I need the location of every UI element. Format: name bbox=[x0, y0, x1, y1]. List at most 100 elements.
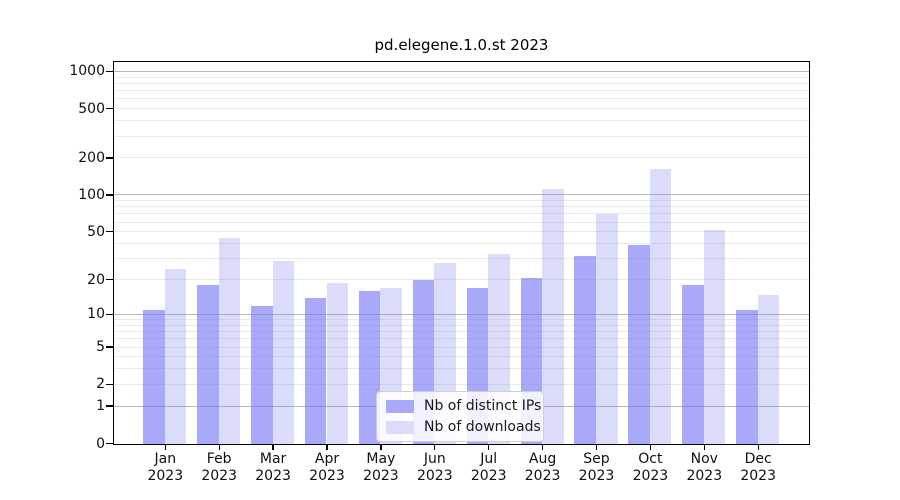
y-tick-label: 1 bbox=[96, 398, 105, 415]
x-tick-mark bbox=[757, 445, 759, 450]
bar-distinct-ips bbox=[574, 255, 596, 444]
x-tick-mark bbox=[326, 445, 328, 450]
minor-gridline bbox=[114, 221, 809, 223]
minor-gridline bbox=[114, 90, 809, 92]
minor-gridline bbox=[114, 108, 809, 110]
minor-gridline bbox=[114, 338, 809, 340]
minor-gridline bbox=[114, 76, 809, 78]
x-tick-label: Feb 2023 bbox=[184, 451, 254, 485]
minor-gridline bbox=[114, 243, 809, 244]
x-tick-year: 2023 bbox=[147, 468, 184, 484]
x-tick-month: Jul bbox=[480, 451, 498, 467]
x-tick-year: 2023 bbox=[201, 468, 237, 484]
minor-gridline bbox=[114, 356, 809, 358]
y-tick-mark bbox=[106, 405, 113, 407]
x-tick-year: 2023 bbox=[470, 468, 507, 484]
x-tick-month: Sep bbox=[583, 451, 610, 467]
legend-swatch-distinct-ips bbox=[386, 399, 414, 413]
bar-distinct-ips bbox=[736, 310, 758, 444]
x-tick-label: Oct 2023 bbox=[615, 451, 685, 485]
x-tick-mark bbox=[434, 445, 436, 450]
y-tick-label: 0 bbox=[96, 435, 105, 452]
x-tick-month: Jan bbox=[154, 451, 177, 467]
y-tick-mark bbox=[106, 157, 113, 159]
minor-gridline bbox=[114, 279, 809, 281]
x-tick-year: 2023 bbox=[632, 468, 669, 484]
bar-downloads bbox=[218, 237, 241, 444]
y-tick-label: 20 bbox=[87, 271, 105, 288]
bar-downloads bbox=[164, 268, 187, 444]
chart-title: pd.elegene.1.0.st 2023 bbox=[374, 36, 549, 54]
y-tick-label: 50 bbox=[87, 223, 105, 240]
y-tick-mark bbox=[106, 383, 113, 386]
major-gridline bbox=[114, 194, 809, 196]
x-tick-month: Nov bbox=[690, 451, 718, 467]
minor-gridline bbox=[114, 157, 809, 159]
x-tick-year: 2023 bbox=[416, 468, 453, 484]
minor-gridline bbox=[114, 346, 809, 348]
x-tick-label: Apr 2023 bbox=[292, 451, 362, 485]
bar-downloads bbox=[596, 214, 618, 444]
bar-downloads bbox=[757, 294, 780, 444]
legend-label-distinct-ips: Nb of distinct IPs bbox=[424, 398, 542, 414]
x-tick-label: Nov 2023 bbox=[669, 451, 739, 485]
y-tick-label: 5 bbox=[96, 339, 105, 355]
x-tick-mark bbox=[703, 445, 705, 450]
bar-distinct-ips bbox=[197, 285, 219, 444]
minor-gridline bbox=[114, 213, 809, 215]
y-tick-label: 2 bbox=[96, 376, 105, 393]
bar-downloads bbox=[649, 169, 672, 444]
x-tick-year: 2023 bbox=[578, 468, 615, 484]
x-tick-month: Mar bbox=[259, 451, 287, 467]
minor-gridline bbox=[114, 98, 809, 100]
legend-item-downloads: Nb of downloads bbox=[386, 419, 541, 435]
minor-gridline bbox=[114, 258, 809, 260]
y-tick-mark bbox=[106, 346, 113, 348]
minor-gridline bbox=[114, 319, 809, 320]
x-tick-month: Oct bbox=[638, 451, 663, 467]
x-tick-month: Feb bbox=[206, 451, 232, 467]
bar-downloads bbox=[326, 282, 349, 444]
bar-distinct-ips bbox=[251, 305, 273, 444]
bar-distinct-ips bbox=[682, 285, 704, 444]
minor-gridline bbox=[114, 331, 809, 333]
x-tick-month: Aug bbox=[528, 451, 557, 467]
minor-gridline bbox=[114, 324, 809, 326]
x-tick-mark bbox=[218, 445, 220, 450]
x-tick-label: Sep 2023 bbox=[562, 451, 632, 485]
x-tick-mark bbox=[380, 445, 382, 450]
minor-gridline bbox=[114, 82, 809, 84]
x-tick-month: Dec bbox=[744, 451, 772, 467]
x-tick-label: Dec 2023 bbox=[723, 451, 793, 485]
bar-distinct-ips bbox=[143, 310, 165, 444]
x-tick-year: 2023 bbox=[255, 468, 291, 484]
x-tick-month: May bbox=[366, 451, 396, 467]
bar-downloads bbox=[703, 230, 726, 444]
y-tick-mark bbox=[106, 231, 113, 233]
x-tick-year: 2023 bbox=[309, 468, 345, 484]
minor-gridline bbox=[114, 231, 809, 233]
y-tick-mark bbox=[106, 313, 113, 316]
y-tick-mark bbox=[106, 108, 113, 110]
major-gridline bbox=[114, 70, 809, 72]
x-tick-year: 2023 bbox=[686, 468, 723, 484]
major-gridline bbox=[114, 313, 809, 315]
x-tick-mark bbox=[164, 445, 166, 450]
minor-gridline bbox=[114, 206, 809, 208]
y-tick-mark bbox=[106, 194, 113, 196]
x-tick-year: 2023 bbox=[524, 468, 561, 484]
x-tick-mark bbox=[649, 445, 652, 450]
legend: Nb of distinct IPs Nb of downloads bbox=[376, 391, 544, 442]
minor-gridline bbox=[114, 120, 809, 122]
x-tick-mark bbox=[595, 445, 598, 450]
legend-item-distinct-ips: Nb of distinct IPs bbox=[386, 398, 541, 414]
x-tick-year: 2023 bbox=[740, 468, 776, 484]
x-tick-mark bbox=[541, 445, 544, 450]
minor-gridline bbox=[114, 135, 809, 137]
bar-downloads bbox=[272, 260, 295, 444]
x-tick-month: Apr bbox=[314, 451, 340, 467]
plot-area: Nb of distinct IPs Nb of downloads bbox=[113, 61, 810, 445]
y-tick-label: 200 bbox=[78, 149, 105, 166]
x-tick-label: May 2023 bbox=[346, 451, 416, 485]
